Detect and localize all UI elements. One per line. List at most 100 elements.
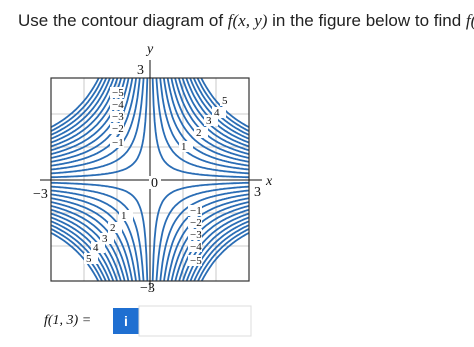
label-bg — [204, 115, 218, 126]
contour-curve — [166, 197, 249, 281]
contour-curve — [193, 224, 249, 281]
contour-curve — [51, 224, 107, 281]
label-bg — [110, 87, 124, 98]
contour-curve — [166, 78, 249, 163]
contour-label: −5 — [112, 87, 124, 99]
label-bg — [110, 99, 124, 110]
contour-label: −3 — [112, 111, 124, 123]
question: Use the contour diagram of f(x, y) in th… — [18, 11, 474, 30]
contour-label: 5 — [86, 253, 92, 265]
info-icon[interactable]: i — [124, 313, 128, 329]
contour-curve — [189, 220, 249, 281]
contour-curve — [51, 78, 130, 159]
contour-curve — [51, 78, 111, 140]
contour-curve — [51, 185, 145, 281]
label-bg — [91, 242, 105, 253]
contour-curve — [51, 227, 103, 281]
contour-curve — [162, 78, 249, 167]
contour-label: 1 — [181, 141, 187, 153]
label-bg — [179, 141, 193, 152]
contour-label: 5 — [222, 95, 228, 107]
right-label: 3 — [254, 185, 261, 200]
label-bg — [108, 222, 122, 233]
contour-curve — [155, 78, 249, 175]
left-label: −3 — [33, 187, 48, 202]
contour-label: −2 — [190, 217, 202, 229]
bottom-label: −3 — [140, 281, 155, 296]
contour-label: 1 — [121, 210, 127, 222]
contour-curve — [185, 216, 249, 281]
contour-label: −2 — [112, 123, 124, 135]
contour-curve — [159, 78, 249, 171]
contour-curve — [174, 204, 249, 281]
y-axis-label: y — [145, 42, 154, 57]
contour-curve — [51, 193, 137, 281]
question-function: f(1, 3) — [466, 11, 474, 30]
top-label: 3 — [137, 63, 144, 78]
contour-curve — [159, 189, 249, 281]
contour-curve — [51, 181, 149, 281]
contour-curve — [51, 231, 100, 281]
label-bg — [188, 229, 202, 240]
label-bg — [188, 205, 202, 216]
label-bg — [110, 111, 124, 122]
x-axis-label: x — [265, 174, 273, 189]
contour-curve — [151, 78, 249, 179]
label-bg — [212, 107, 226, 118]
info-button[interactable] — [113, 308, 139, 334]
contour-label: 3 — [206, 115, 212, 127]
contour-curve — [170, 201, 249, 281]
question-text: in the figure below to find — [267, 11, 465, 30]
contour-curve — [51, 220, 111, 281]
contour-label: 2 — [110, 222, 116, 234]
answer-input[interactable] — [138, 305, 252, 337]
contour-curve — [170, 78, 249, 159]
label-bg — [220, 95, 234, 106]
contour-curve — [51, 204, 126, 281]
contour-curve — [197, 227, 249, 281]
origin-label: 0 — [151, 176, 158, 191]
contour-label: −5 — [190, 255, 202, 267]
contour-label: −4 — [190, 241, 202, 253]
contour-curve — [51, 212, 119, 281]
label-bg — [188, 217, 202, 228]
contour-label: 3 — [102, 233, 108, 245]
contour-label: 4 — [93, 242, 99, 254]
contour-curve — [51, 201, 130, 281]
label-bg — [188, 241, 202, 252]
label-bg — [110, 137, 124, 148]
contour-curve — [51, 78, 108, 136]
origin-bg — [149, 176, 161, 189]
contour-curve — [181, 78, 249, 148]
label-bg — [119, 210, 133, 221]
contour-curve — [51, 78, 149, 179]
label-bg — [188, 255, 202, 266]
contour-curve — [177, 78, 249, 152]
label-bg — [194, 127, 208, 138]
contour-curve — [51, 189, 141, 281]
question-text: Use the contour diagram of — [18, 11, 228, 30]
contour-curve — [155, 185, 249, 281]
contour-curve — [51, 78, 141, 171]
contour-curve — [151, 181, 249, 281]
contour-curve — [174, 78, 249, 156]
contour-curve — [51, 216, 115, 281]
contour-curve — [51, 208, 122, 281]
contour-curve — [51, 78, 145, 175]
contours — [51, 78, 249, 281]
contour-label: 4 — [214, 107, 220, 119]
contour-label: 2 — [196, 127, 202, 139]
contour-label: −1 — [112, 137, 124, 149]
contour-curve — [51, 78, 104, 133]
contour-label: −1 — [190, 205, 202, 217]
label-bg — [100, 233, 114, 244]
contour-curve — [51, 78, 100, 129]
label-bg — [110, 123, 124, 134]
answer-label: f(1, 3) = — [44, 313, 91, 328]
question-function: f(x, y) — [228, 11, 268, 30]
contour-label: −3 — [190, 229, 202, 241]
contour-label: −4 — [112, 99, 124, 111]
